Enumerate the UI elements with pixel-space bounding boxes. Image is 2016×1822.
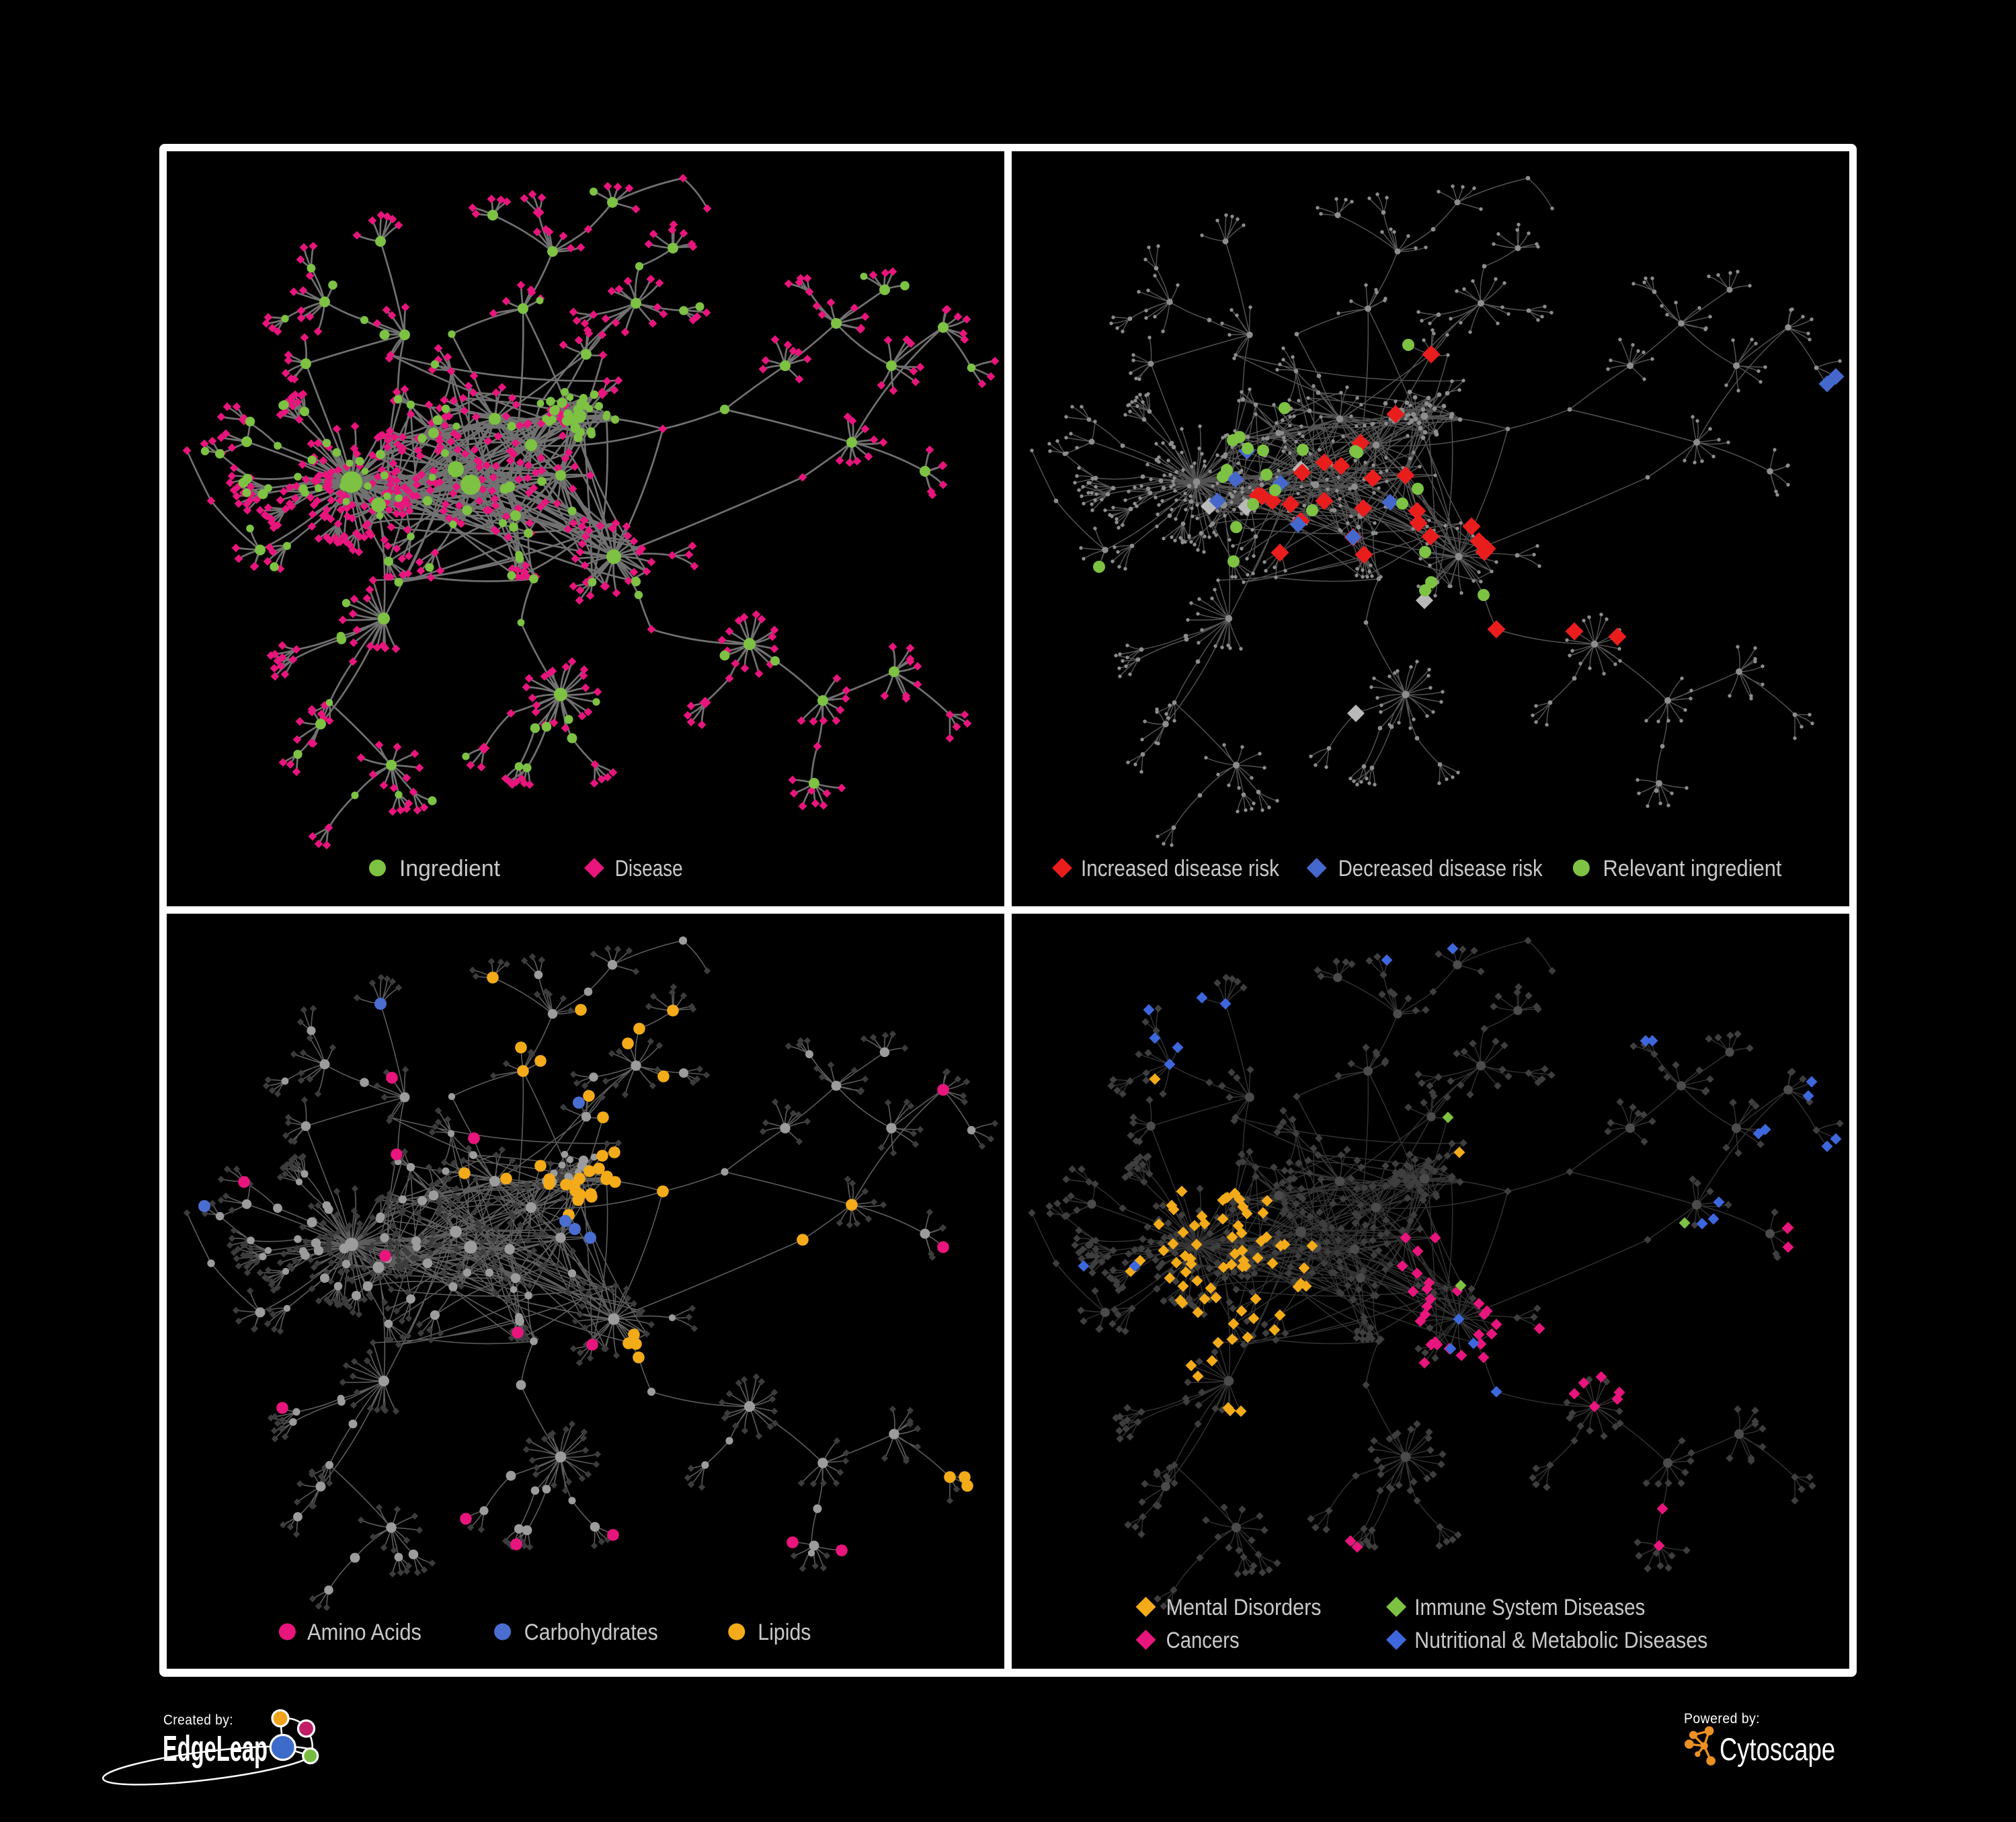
svg-text:Cytoscape: Cytoscape (1720, 1731, 1835, 1767)
svg-text:Created by:: Created by: (163, 1712, 233, 1728)
svg-text:Lipids: Lipids (758, 1620, 811, 1645)
svg-text:Amino Acids: Amino Acids (307, 1620, 421, 1645)
svg-text:Decreased disease risk: Decreased disease risk (1338, 856, 1543, 881)
svg-text:Powered by:: Powered by: (1684, 1711, 1760, 1727)
svg-text:Cancers: Cancers (1166, 1628, 1240, 1653)
svg-text:Relevant ingredient: Relevant ingredient (1603, 856, 1783, 881)
svg-text:Ingredient: Ingredient (399, 856, 501, 881)
svg-text:Nutritional & Metabolic Diseas: Nutritional & Metabolic Diseases (1414, 1628, 1707, 1653)
svg-text:Immune System Diseases: Immune System Diseases (1414, 1595, 1645, 1620)
svg-text:Disease: Disease (615, 856, 683, 881)
svg-text:Mental Disorders: Mental Disorders (1166, 1595, 1322, 1620)
svg-text:EdgeLeap: EdgeLeap (163, 1729, 268, 1769)
svg-text:Carbohydrates: Carbohydrates (524, 1620, 658, 1645)
svg-text:Increased disease risk: Increased disease risk (1081, 856, 1280, 881)
